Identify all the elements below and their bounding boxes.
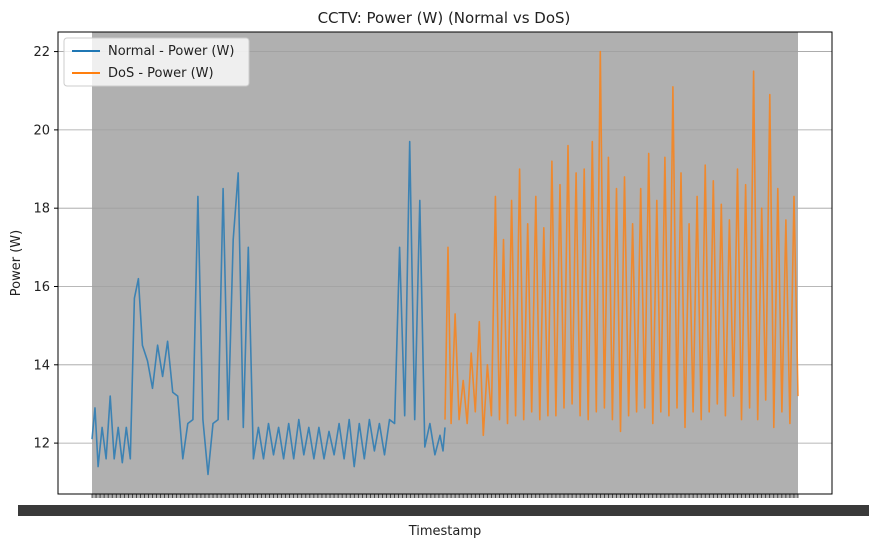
legend-box (63, 37, 250, 87)
y-tick-label-16: 16 (33, 280, 50, 295)
y-axis-label: Power (W) (9, 230, 24, 296)
legend-label-normal: Normal - Power (W) (108, 44, 234, 59)
grey-fill-band (92, 32, 798, 498)
x-axis-label: Timestamp (408, 524, 482, 539)
y-axis-ticks: 12 14 16 18 20 22 (33, 45, 58, 452)
y-tick-label-20: 20 (33, 123, 50, 138)
y-tick-label-22: 22 (33, 45, 50, 60)
y-gridlines (58, 51, 832, 444)
series-lines (91, 50, 799, 476)
y-tick-label-14: 14 (33, 358, 50, 373)
y-tick-label-12: 12 (33, 437, 50, 452)
chart-title: CCTV: Power (W) (Normal vs DoS) (318, 9, 571, 27)
plot-frame (57, 31, 833, 495)
legend-label-dos: DoS - Power (W) (108, 66, 214, 81)
y-tick-label-18: 18 (33, 202, 50, 217)
series-line-normal (91, 140, 446, 476)
grey-band (92, 32, 798, 498)
series-line-dos (444, 50, 799, 437)
x-tick-labels-overlapped (18, 505, 869, 516)
legend: Normal - Power (W) DoS - Power (W) (63, 37, 250, 87)
x-axis-ticks (18, 494, 869, 516)
